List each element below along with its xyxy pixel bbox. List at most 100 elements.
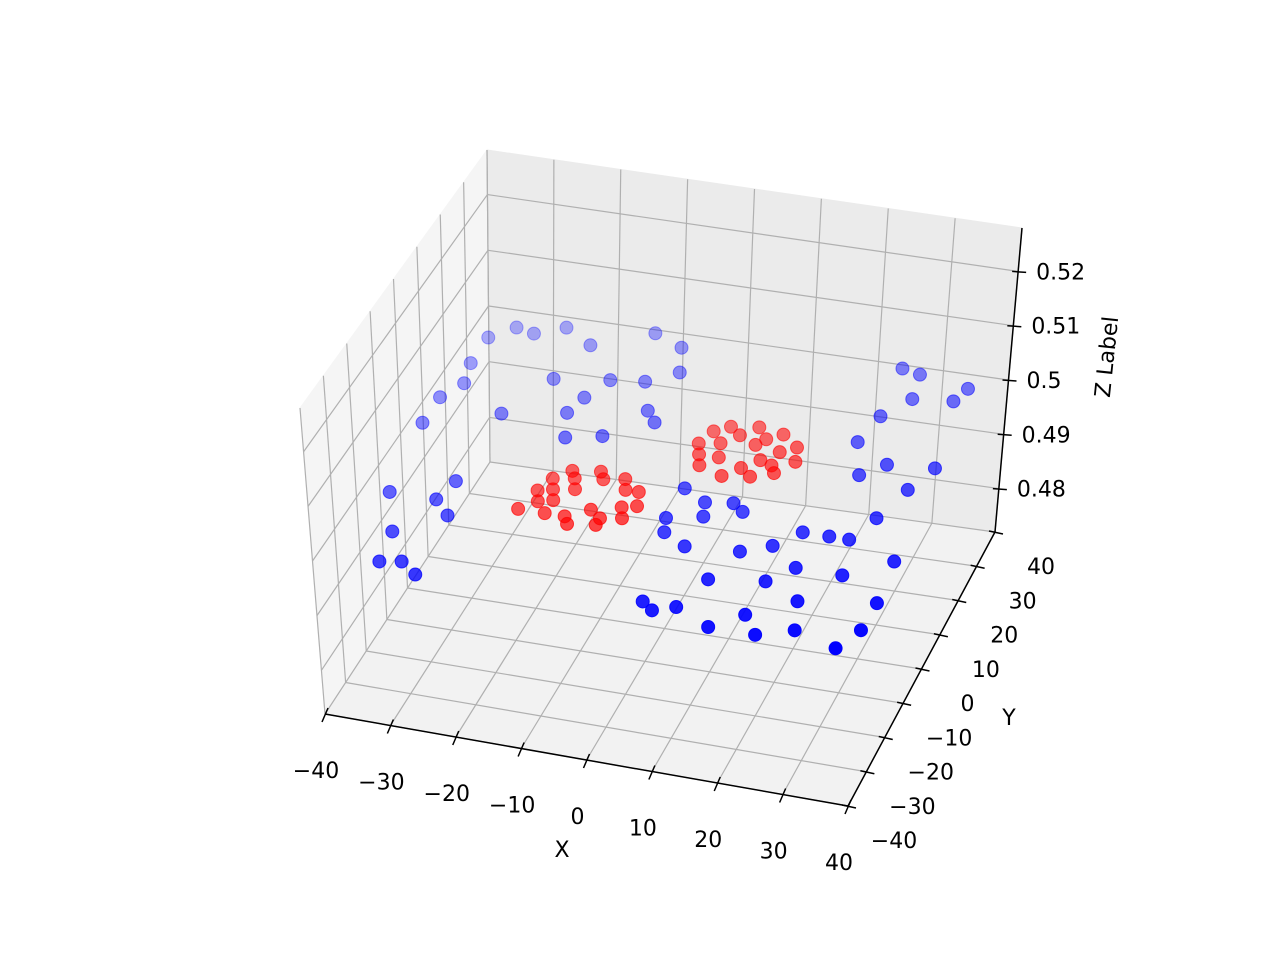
point — [697, 495, 712, 510]
point — [595, 429, 610, 444]
grid-line — [366, 650, 885, 739]
point — [696, 509, 711, 524]
point — [614, 500, 629, 515]
point — [677, 481, 692, 496]
point — [440, 508, 455, 523]
points — [372, 320, 975, 656]
point — [408, 567, 423, 582]
point — [765, 538, 780, 553]
point — [701, 572, 716, 587]
point — [723, 419, 738, 434]
point — [630, 499, 645, 514]
point — [852, 468, 867, 483]
point — [850, 435, 865, 450]
point — [822, 529, 837, 544]
z-tick — [1012, 270, 1027, 274]
z-tick-label: 0.5 — [1027, 369, 1062, 394]
point — [701, 620, 716, 635]
y-tick — [988, 530, 1004, 535]
point — [631, 485, 646, 500]
point — [776, 427, 791, 442]
point — [758, 574, 773, 589]
z-tick-label: 0.51 — [1031, 315, 1080, 340]
point — [647, 415, 662, 430]
point — [895, 361, 910, 376]
grid-line — [307, 249, 489, 507]
point — [557, 509, 572, 524]
point — [583, 502, 598, 517]
x-tick — [517, 742, 525, 757]
point — [677, 539, 692, 554]
point — [526, 326, 541, 341]
point — [732, 428, 747, 443]
point — [735, 504, 750, 519]
x-tick — [778, 788, 787, 803]
x-tick — [452, 730, 460, 746]
point — [638, 374, 653, 389]
grid-line — [428, 555, 940, 636]
point — [672, 365, 687, 380]
point — [788, 560, 803, 575]
axes: −40 −30 −20 −10 0 10 20 30 40 −40 −30 −20 −10 0 10 20 30… — [293, 227, 1085, 876]
y-tick-label: 10 — [972, 658, 1000, 683]
point — [603, 373, 618, 388]
x-tick-label: −30 — [358, 771, 404, 796]
point — [873, 409, 888, 424]
point — [752, 420, 767, 435]
point — [382, 484, 397, 499]
point — [577, 390, 592, 405]
grid-line — [316, 361, 490, 616]
point — [537, 506, 552, 521]
point — [912, 367, 927, 382]
grid-line — [487, 249, 1014, 327]
x-tick-label: −40 — [293, 759, 339, 784]
point — [790, 594, 805, 609]
grid-line — [312, 305, 489, 562]
y-tick-label: −30 — [889, 795, 935, 820]
x-tick-label: 10 — [629, 817, 657, 842]
point — [734, 461, 749, 476]
y-tick — [952, 598, 967, 604]
grid-line — [407, 587, 922, 670]
point — [618, 482, 633, 497]
x-axis-line — [324, 713, 849, 807]
point — [748, 437, 763, 452]
x-axis-label: X — [554, 838, 569, 863]
y-axis-line — [847, 531, 996, 807]
y-tick-label: 40 — [1027, 555, 1055, 580]
point — [835, 568, 850, 583]
point — [530, 494, 545, 509]
point — [692, 447, 707, 462]
grid-line — [320, 417, 491, 671]
point — [511, 501, 526, 516]
grid — [299, 149, 1023, 807]
point — [764, 458, 779, 473]
z-tick — [1007, 324, 1022, 328]
z-tick-label: 0.49 — [1022, 423, 1071, 448]
point — [753, 453, 768, 468]
y-tick — [860, 770, 875, 775]
grid-line — [448, 524, 959, 602]
x-tick-label: −20 — [424, 782, 470, 807]
point — [788, 454, 803, 469]
y-tick-label: −40 — [871, 829, 917, 854]
y-tick — [878, 735, 893, 741]
point — [748, 627, 763, 642]
y-tick — [896, 701, 912, 706]
point — [372, 554, 387, 569]
point — [567, 482, 582, 497]
y-tick-label: −20 — [908, 761, 954, 786]
grid-line — [489, 416, 999, 490]
y-tick — [970, 564, 985, 569]
y-tick — [933, 633, 949, 638]
z-tick — [1002, 379, 1017, 382]
y-tick — [915, 667, 930, 672]
point — [509, 320, 524, 335]
point — [960, 381, 975, 396]
point — [448, 474, 463, 489]
point — [463, 356, 478, 371]
grid-line — [386, 618, 904, 704]
point — [640, 403, 655, 418]
point — [669, 600, 684, 615]
